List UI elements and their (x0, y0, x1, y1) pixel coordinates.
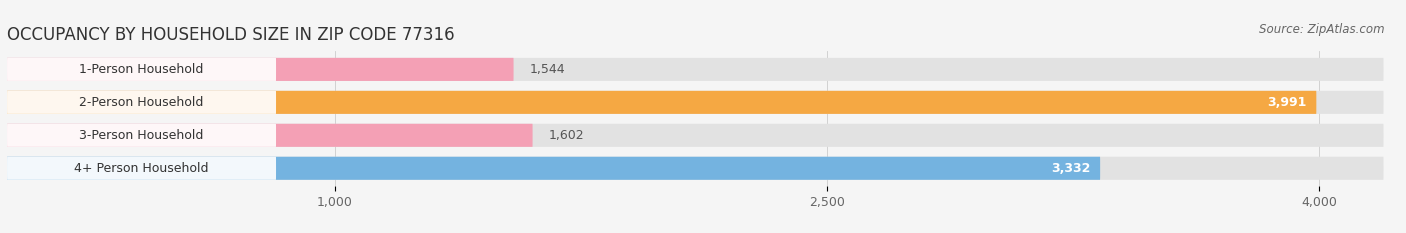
FancyBboxPatch shape (7, 124, 1384, 147)
Text: Source: ZipAtlas.com: Source: ZipAtlas.com (1260, 23, 1385, 36)
FancyBboxPatch shape (7, 58, 513, 81)
Text: 1,602: 1,602 (548, 129, 585, 142)
Text: 3,332: 3,332 (1050, 162, 1090, 175)
Text: 1,544: 1,544 (530, 63, 565, 76)
FancyBboxPatch shape (7, 91, 1316, 114)
FancyBboxPatch shape (7, 58, 1384, 81)
FancyBboxPatch shape (7, 124, 533, 147)
FancyBboxPatch shape (7, 157, 1099, 180)
Text: 3-Person Household: 3-Person Household (79, 129, 204, 142)
FancyBboxPatch shape (7, 91, 1384, 114)
FancyBboxPatch shape (7, 124, 276, 147)
Text: 4+ Person Household: 4+ Person Household (75, 162, 208, 175)
Text: 1-Person Household: 1-Person Household (79, 63, 204, 76)
Text: 3,991: 3,991 (1267, 96, 1306, 109)
Text: 2-Person Household: 2-Person Household (79, 96, 204, 109)
Text: OCCUPANCY BY HOUSEHOLD SIZE IN ZIP CODE 77316: OCCUPANCY BY HOUSEHOLD SIZE IN ZIP CODE … (7, 26, 454, 44)
FancyBboxPatch shape (7, 58, 276, 81)
FancyBboxPatch shape (7, 91, 276, 114)
FancyBboxPatch shape (7, 157, 276, 180)
FancyBboxPatch shape (7, 157, 1384, 180)
